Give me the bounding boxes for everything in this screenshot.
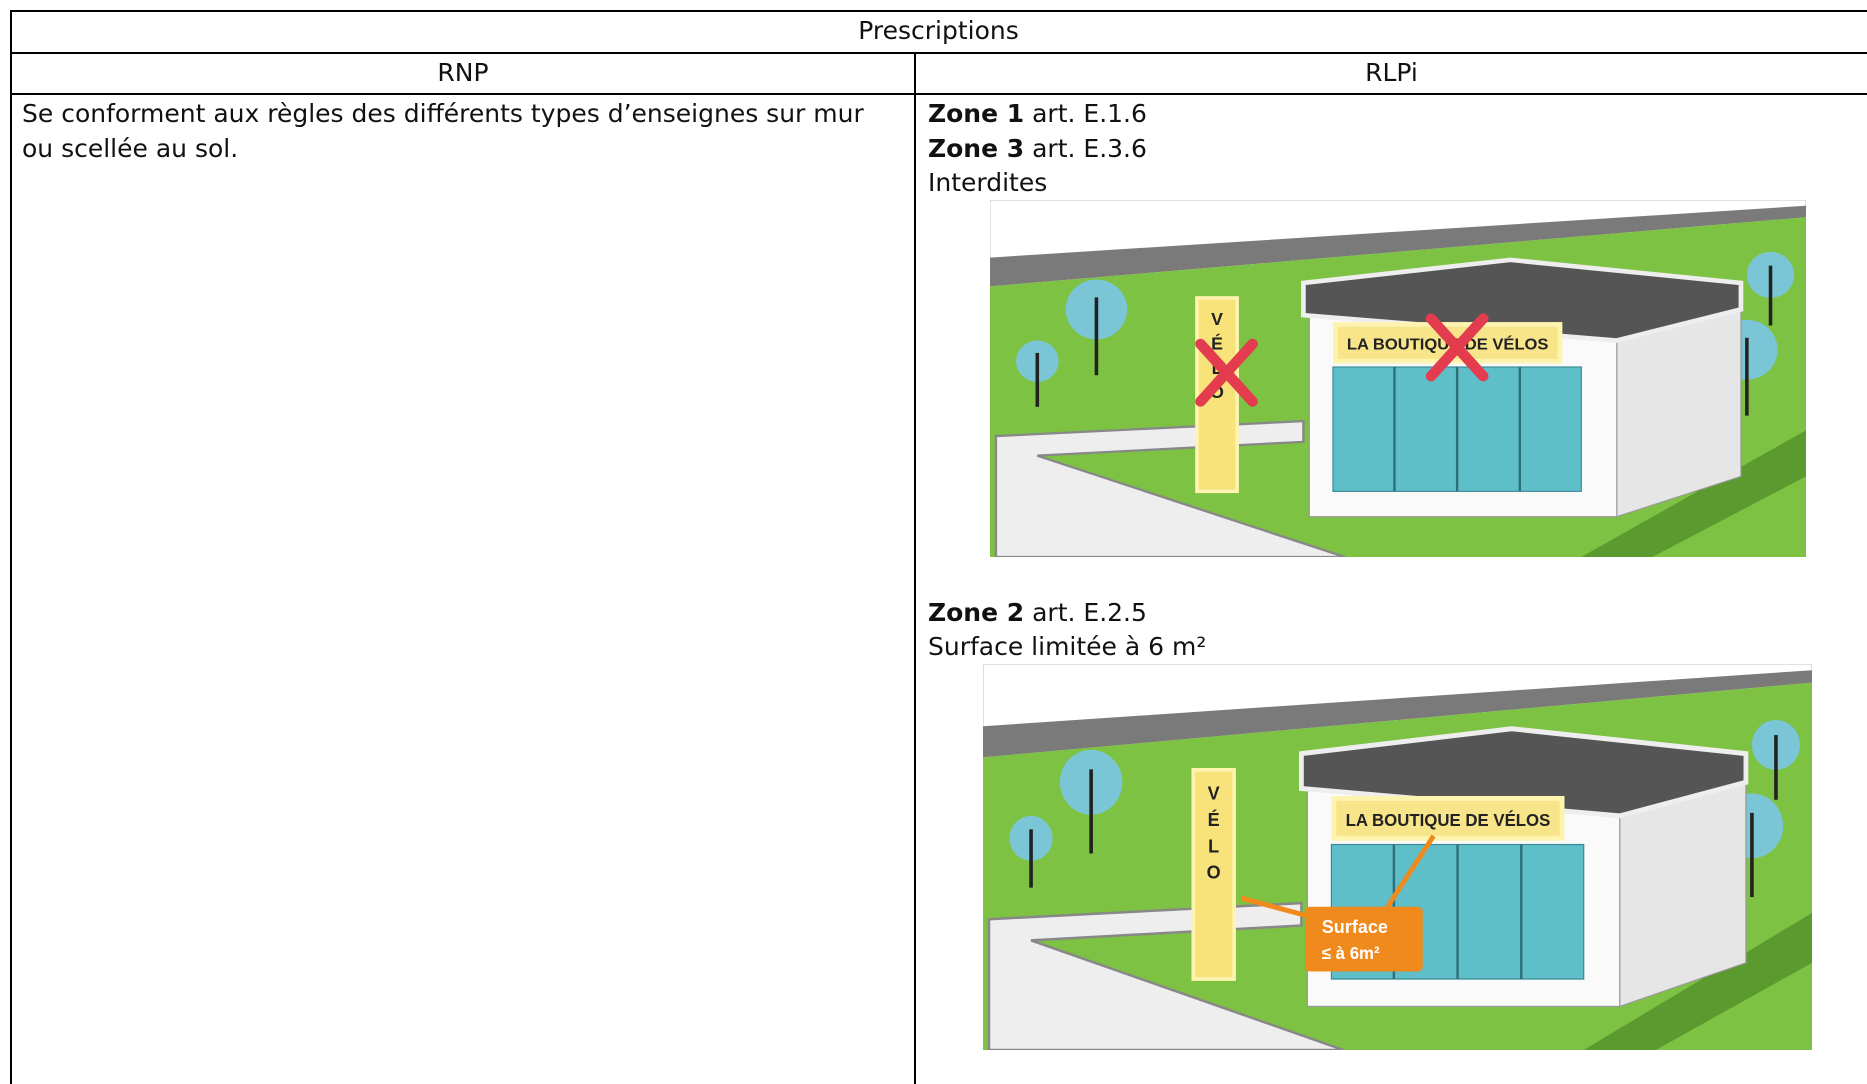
lawn-edge [1583,913,1812,1050]
article: art. E.3.6 [1032,134,1147,163]
shop-sign: LA BOUTIQUE DE VÉLOS [1346,811,1551,830]
zone: Zone 3 [928,134,1025,163]
rnp-text: Se conforment aux règles des différents … [22,99,864,163]
callout: ≤ à 6m² [1322,944,1380,963]
shop-sign-bg [1331,795,1565,841]
prohibited [1425,313,1489,382]
zone-line: Zone 1 art. E.1.6 [928,96,1147,131]
border [10,10,1867,12]
prohibited [1195,338,1258,407]
totem-text: VÉLO [1203,782,1224,887]
pavement [987,901,1344,1050]
article: art. E.1.6 [1032,99,1147,128]
callout-bg [1304,906,1423,972]
column-header: RLPi [1365,58,1418,87]
border [10,10,12,1084]
zone: Zone 2 [928,598,1025,627]
rule: Surface limitée à 6 m² [928,632,1207,661]
roof [1301,257,1744,343]
zone-line: Zone 3 art. E.3.6 [928,131,1147,166]
callout: Surface [1322,916,1388,937]
illustration: LA BOUTIQUE DE VÉLOS VÉLO Surface ≤ à 6m² [983,664,1812,1050]
zone: Zone 1 [928,99,1025,128]
pavement [994,419,1346,557]
article: art. E.2.5 [1032,598,1147,627]
column-header: RNP [437,58,489,87]
border [10,93,1867,95]
table-title: Prescriptions [858,16,1019,45]
roof [1298,726,1749,819]
totem [1191,767,1236,981]
road [983,670,1812,758]
border [914,52,916,1084]
rule: Interdites [928,168,1048,197]
border [10,52,1867,54]
zone-line: Zone 2 art. E.2.5 [928,595,1147,630]
road [990,205,1806,287]
arrow [1377,834,1436,921]
